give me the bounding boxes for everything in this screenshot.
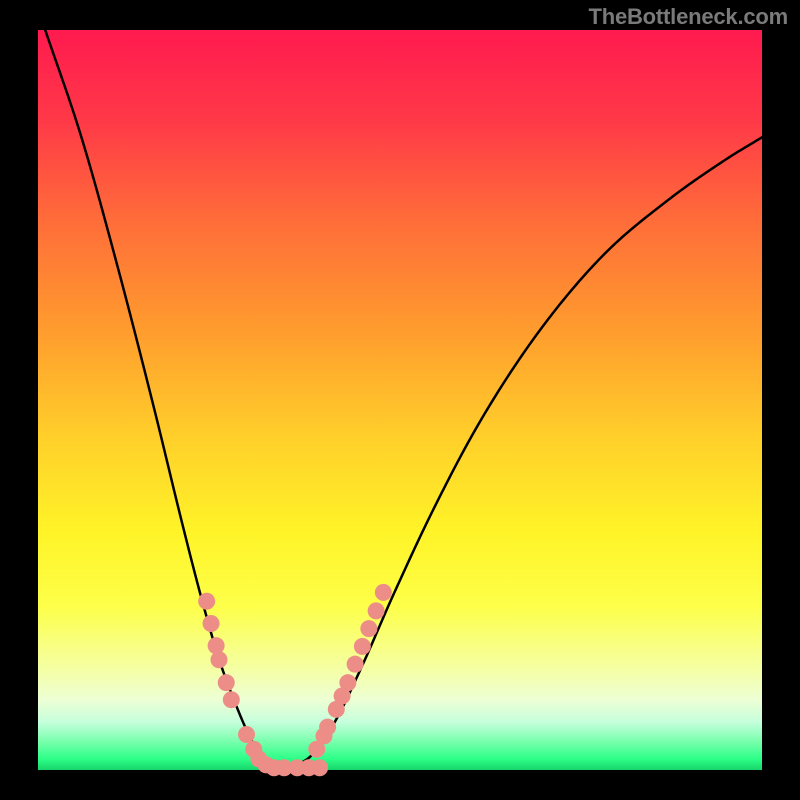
bottleneck-chart [0, 0, 800, 800]
data-dot [360, 620, 377, 637]
data-dot [211, 651, 228, 668]
data-dot [339, 674, 356, 691]
site-watermark: TheBottleneck.com [588, 4, 788, 30]
data-dot [208, 637, 225, 654]
data-dot [375, 584, 392, 601]
data-dot [198, 593, 215, 610]
gradient-background [38, 30, 762, 770]
data-dot [368, 602, 385, 619]
data-dot [311, 759, 328, 776]
data-dot [347, 656, 364, 673]
data-dot [218, 674, 235, 691]
data-dot [354, 638, 371, 655]
data-dot [319, 719, 336, 736]
data-dot [223, 691, 240, 708]
data-dot [203, 615, 220, 632]
data-dot [238, 726, 255, 743]
